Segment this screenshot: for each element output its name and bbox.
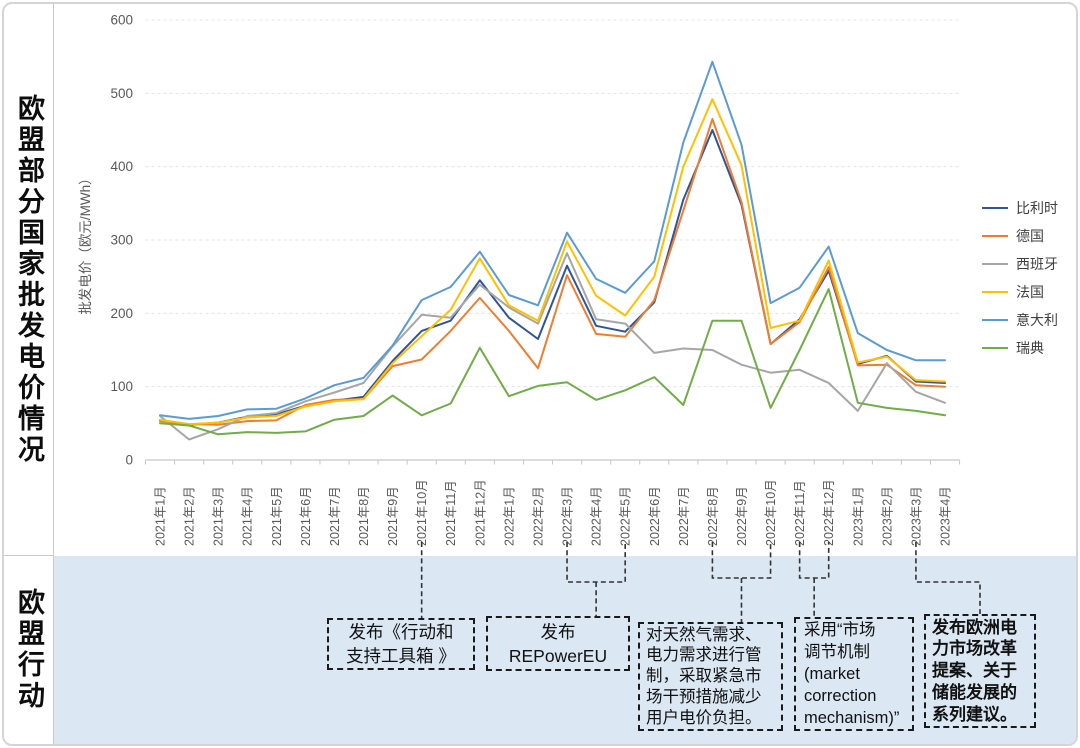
series-line-sweden bbox=[159, 288, 946, 436]
sidebar-chart-title-text: 欧盟部分国家批发电价情况 bbox=[14, 93, 44, 466]
connector-box3 bbox=[711, 542, 772, 622]
x-axis-ticks bbox=[145, 460, 961, 465]
annotation-text: 发布《行动和 支持工具箱 》 bbox=[346, 622, 456, 666]
x-axis-label: 2022年5月 bbox=[619, 486, 633, 546]
legend-label-sweden: 瑞典 bbox=[1016, 340, 1044, 356]
legend-line-sweden bbox=[982, 346, 1008, 350]
sidebar-divider-horizontal bbox=[4, 555, 53, 556]
legend-label-france: 法国 bbox=[1016, 284, 1044, 300]
legend-item-belgium: 比利时 bbox=[982, 194, 1058, 222]
series-line-germany bbox=[159, 118, 946, 426]
annotation-connectors bbox=[420, 542, 981, 622]
y-axis-label: 200 bbox=[110, 306, 133, 321]
x-axis-label: 2021年2月 bbox=[183, 486, 197, 546]
x-axis-label: 2021年8月 bbox=[357, 486, 371, 546]
series-line-italy bbox=[159, 60, 946, 420]
x-axis-label: 2022年3月 bbox=[561, 486, 575, 546]
series-lines bbox=[159, 60, 946, 441]
annotation-box-market-correction: 采用“市场 调节机制 (market correction mechanism)… bbox=[794, 617, 914, 731]
annotation-text: 发布欧洲电 力市场改革 提案、关于 储能发展的 系列建议。 bbox=[932, 617, 1017, 724]
eu-action-panel bbox=[54, 556, 1076, 744]
legend-item-sweden: 瑞典 bbox=[982, 334, 1058, 362]
connector-box5 bbox=[915, 542, 981, 614]
y-axis-title: 批发电价（欧元/MWh） bbox=[78, 171, 93, 314]
series-line-france bbox=[159, 98, 946, 426]
gridlines bbox=[145, 19, 960, 461]
sidebar-divider-vertical bbox=[53, 4, 54, 744]
series-line-belgium bbox=[159, 129, 946, 426]
sidebar-chart-title: 欧盟部分国家批发电价情况 bbox=[4, 4, 53, 555]
legend-label-germany: 德国 bbox=[1016, 228, 1044, 244]
x-axis-label: 2021年10月 bbox=[415, 479, 429, 546]
x-axis-label: 2021年5月 bbox=[270, 486, 284, 546]
y-axis-label: 100 bbox=[110, 379, 133, 394]
x-axis-label: 2023年3月 bbox=[909, 486, 923, 546]
legend-line-italy bbox=[982, 318, 1008, 322]
x-axis-label: 2021年6月 bbox=[299, 486, 313, 546]
annotation-box-market-reform: 发布欧洲电 力市场改革 提案、关于 储能发展的 系列建议。 bbox=[924, 614, 1036, 728]
legend-item-italy: 意大利 bbox=[982, 306, 1058, 334]
x-axis-label: 2022年6月 bbox=[648, 486, 662, 546]
x-axis-label: 2021年4月 bbox=[241, 486, 255, 546]
annotation-box-toolbox: 发布《行动和 支持工具箱 》 bbox=[327, 618, 475, 670]
legend-line-france bbox=[982, 290, 1008, 294]
x-axis-label: 2022年8月 bbox=[706, 486, 720, 546]
x-axis-label: 2022年4月 bbox=[590, 486, 604, 546]
sidebar-action-title: 欧盟行动 bbox=[4, 556, 53, 744]
x-axis-label: 2022年11月 bbox=[793, 480, 807, 546]
series-line-spain bbox=[159, 252, 946, 441]
legend-line-spain bbox=[982, 262, 1008, 266]
x-axis-label: 2023年4月 bbox=[938, 486, 952, 546]
legend-item-germany: 德国 bbox=[982, 222, 1058, 250]
sidebar-action-title-text: 欧盟行动 bbox=[14, 588, 44, 712]
annotation-box-repowereu: 发布 REPowerEU bbox=[486, 616, 630, 671]
legend-line-germany bbox=[982, 234, 1008, 238]
chart-legend: 比利时 德国 西班牙 法国 意大利 瑞典 bbox=[982, 194, 1058, 362]
x-axis-label: 2021年11月 bbox=[444, 480, 458, 546]
annotation-box-demand-control: 对天然气需求、 电力需求进行管 制，采取紧急市 场干预措施减少 用户电价负担。 bbox=[638, 622, 783, 731]
y-axis-label: 500 bbox=[110, 86, 133, 101]
connector-box2 bbox=[566, 542, 626, 616]
y-axis-label: 600 bbox=[110, 13, 133, 28]
legend-label-belgium: 比利时 bbox=[1016, 200, 1058, 216]
x-axis-label: 2022年2月 bbox=[531, 486, 545, 546]
y-axis-label: 400 bbox=[110, 159, 133, 174]
x-axis-label: 2021年12月 bbox=[473, 479, 487, 546]
y-axis-labels: 0 100 200 300 400 500 600 bbox=[110, 13, 133, 468]
x-axis-label: 2022年1月 bbox=[502, 486, 516, 546]
x-axis-labels: 2021年1月 2021年2月 2021年3月 2021年4月 2021年5月 2021年… bbox=[154, 479, 953, 546]
legend-item-spain: 西班牙 bbox=[982, 250, 1058, 278]
x-axis-label: 2021年9月 bbox=[386, 486, 400, 546]
legend-line-belgium bbox=[982, 206, 1008, 210]
x-axis-label: 2022年12月 bbox=[822, 479, 836, 546]
legend-item-france: 法国 bbox=[982, 278, 1058, 306]
x-axis-label: 2021年7月 bbox=[328, 486, 342, 546]
x-axis-label: 2022年10月 bbox=[764, 479, 778, 546]
connector-box4 bbox=[798, 542, 830, 617]
y-axis-label: 300 bbox=[110, 233, 133, 248]
legend-label-spain: 西班牙 bbox=[1016, 256, 1058, 272]
x-axis-label: 2022年9月 bbox=[735, 486, 749, 546]
x-axis-label: 2023年1月 bbox=[851, 486, 865, 546]
x-axis-label: 2021年3月 bbox=[212, 486, 226, 546]
x-axis-label: 2022年7月 bbox=[677, 486, 691, 546]
x-axis-label: 2021年1月 bbox=[154, 486, 168, 546]
x-axis-label: 2023年2月 bbox=[880, 486, 894, 546]
y-axis-label: 0 bbox=[125, 453, 133, 468]
annotation-text: 发布 REPowerEU bbox=[508, 621, 608, 666]
annotation-text: 采用“市场 调节机制 (market correction mechanism)… bbox=[804, 621, 900, 727]
legend-label-italy: 意大利 bbox=[1016, 312, 1058, 328]
annotation-text: 对天然气需求、 电力需求进行管 制，采取紧急市 场干预措施减少 用户电价负担。 bbox=[646, 625, 762, 727]
